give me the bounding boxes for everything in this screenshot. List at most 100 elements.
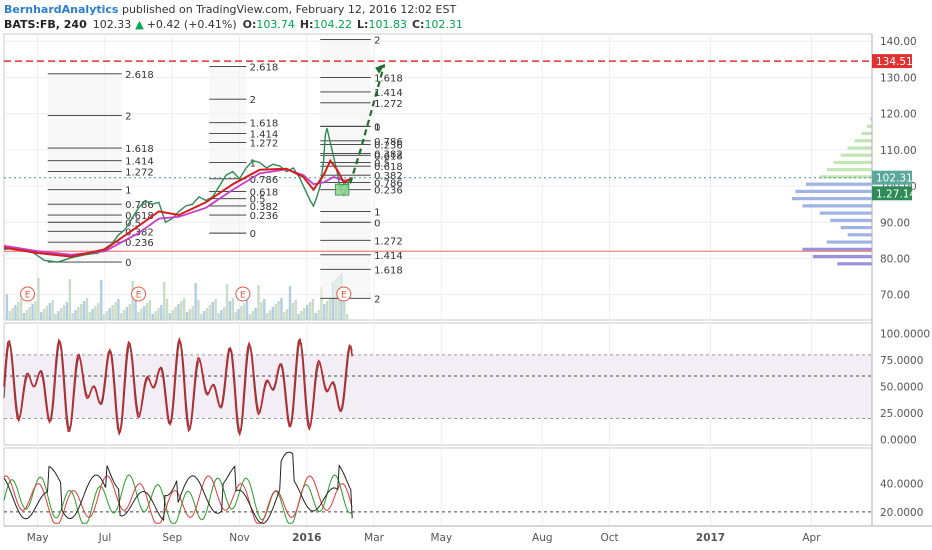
volume-bar xyxy=(22,313,26,320)
oscillator-tick-label: 0.0000 xyxy=(880,435,917,447)
volume-bar xyxy=(162,282,166,320)
open-label: O: xyxy=(243,18,257,31)
fib-level-label: 0.5 xyxy=(250,195,266,206)
earnings-icon[interactable] xyxy=(336,286,352,302)
price-badge xyxy=(872,54,912,69)
high-value: 104.22 xyxy=(314,18,353,31)
earnings-icon[interactable] xyxy=(131,286,147,302)
volume-bar xyxy=(217,313,220,320)
volume-bar xyxy=(343,300,346,320)
x-tick-label: Jul xyxy=(98,532,112,544)
volume-bar xyxy=(151,314,154,320)
fib-level-label: 1.618 xyxy=(250,119,279,130)
pane-frame xyxy=(3,447,873,527)
volume-bar xyxy=(248,314,252,320)
fib-level-label: 2 xyxy=(250,95,256,106)
earnings-label: E xyxy=(240,291,246,301)
volume-profile-bar xyxy=(805,182,872,186)
volume-profile-bar xyxy=(847,146,872,150)
fib-level-label: 1.618 xyxy=(125,144,154,155)
volume-bar xyxy=(323,304,326,320)
volume-bar xyxy=(114,302,117,320)
dmi-tick-label: 40.0000 xyxy=(880,478,923,490)
volume-bar xyxy=(263,299,266,320)
volume-bar xyxy=(28,307,31,320)
x-tick-label: Nov xyxy=(229,532,250,544)
price-badge-label: 134.51 xyxy=(876,56,913,68)
volume-bar xyxy=(174,307,177,320)
volume-bar xyxy=(251,311,255,320)
volume-bar xyxy=(177,304,180,320)
volume-bar xyxy=(257,285,260,320)
volume-bar xyxy=(274,304,277,320)
volume-bar xyxy=(117,299,120,320)
volume-bar xyxy=(334,279,337,320)
volume-profile-bar xyxy=(870,117,872,121)
volume-bar xyxy=(14,305,17,320)
volume-bar xyxy=(314,313,317,320)
volume-bar xyxy=(188,309,192,320)
x-tick-label: Apr xyxy=(802,532,821,544)
volume-bar xyxy=(234,312,237,320)
volume-bar xyxy=(203,311,206,320)
volume-profile-bar xyxy=(854,139,872,143)
price-badge xyxy=(872,170,912,185)
volume-bar xyxy=(17,302,20,320)
dmi-pane[interactable] xyxy=(3,447,873,527)
volume-bar xyxy=(245,300,249,320)
projection-arrowhead-icon xyxy=(375,63,386,74)
volume-bar xyxy=(240,306,243,320)
volume-bar xyxy=(128,304,132,320)
last-price: 102.33 xyxy=(93,18,132,31)
volume-bar xyxy=(237,309,240,320)
open-value: 103.74 xyxy=(256,18,295,31)
volume-bar xyxy=(62,305,66,320)
volume-bar xyxy=(165,299,169,320)
volume-bar xyxy=(197,300,200,320)
volume-bar xyxy=(214,299,217,320)
symbol-label: BATS:FB, 240 xyxy=(4,18,87,31)
oscillator-pane[interactable] xyxy=(3,322,873,446)
x-tick-label: Aug xyxy=(532,532,553,544)
fib-zone xyxy=(320,39,371,299)
volume-profile-bar xyxy=(812,254,872,259)
volume-bar xyxy=(182,298,186,320)
x-tick-label: Mar xyxy=(364,532,384,544)
publish-text: published on TradingView.com, February 1… xyxy=(118,3,456,16)
price-pane[interactable]: 2.61821.6181.4141.27210.7860.6180.50.382… xyxy=(3,33,873,321)
volume-bar xyxy=(200,314,203,320)
volume-bar xyxy=(48,303,51,320)
volume-bar xyxy=(131,281,134,320)
fib-level-label: 2.618 xyxy=(250,63,279,74)
volume-bar xyxy=(74,310,77,320)
target-box xyxy=(334,183,350,196)
volume-bar xyxy=(60,308,63,320)
oscillator-tick-label: 100.0000 xyxy=(880,329,930,341)
price-axis[interactable]: 140.00130.00120.00110.00100.0090.0080.00… xyxy=(871,34,930,526)
high-label: H: xyxy=(300,18,314,31)
volume-profile-bar xyxy=(847,233,872,237)
volume-bar xyxy=(305,305,309,320)
ma-red-series xyxy=(3,158,351,258)
volume-bar xyxy=(231,298,234,320)
volume-bar xyxy=(100,280,103,320)
earnings-icon[interactable] xyxy=(20,286,36,302)
author-link[interactable]: BernhardAnalytics xyxy=(4,3,119,16)
oscillator-tick-label: 50.0000 xyxy=(880,382,923,394)
volume-bar xyxy=(243,303,246,320)
fib-zone xyxy=(209,66,247,234)
price-tick-label: 70.00 xyxy=(880,290,910,302)
fib-level-label: 0.236 xyxy=(374,140,403,151)
low-label: L: xyxy=(357,18,368,31)
volume-bar xyxy=(157,308,160,320)
volume-profile-bar xyxy=(826,240,872,244)
volume-profile-bar xyxy=(840,153,872,157)
volume-bar xyxy=(311,299,315,320)
time-axis[interactable]: May Jul Sep Nov 2016 Mar May Aug Oct 2017 Apr xyxy=(4,525,932,544)
volume-bar xyxy=(271,307,275,320)
volume-bar xyxy=(105,311,109,320)
earnings-icon[interactable] xyxy=(235,286,251,302)
volume-bar xyxy=(45,306,49,320)
volume-profile-bar xyxy=(795,189,872,193)
volume-bar xyxy=(228,301,232,320)
